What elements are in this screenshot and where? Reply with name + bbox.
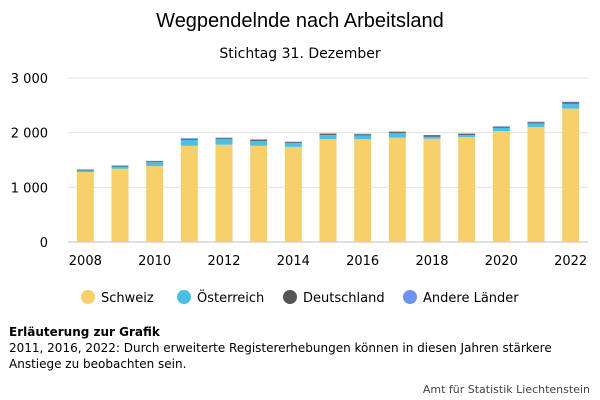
bar-segment[interactable] <box>562 108 580 242</box>
bar-segment[interactable] <box>146 166 164 242</box>
bar-segment[interactable] <box>354 135 372 140</box>
x-tick-label: 2018 <box>415 254 448 269</box>
bar-segment[interactable] <box>388 133 406 138</box>
bar-segment[interactable] <box>388 137 406 242</box>
bar-segment[interactable] <box>215 138 233 140</box>
bar-segment[interactable] <box>111 166 129 169</box>
bar-segment[interactable] <box>423 136 441 139</box>
bar-segment[interactable] <box>146 160 164 162</box>
bar-segment[interactable] <box>284 141 302 143</box>
bar-segment[interactable] <box>527 127 545 242</box>
legend-label: Österreich <box>197 289 264 306</box>
bar-segment[interactable] <box>527 123 545 128</box>
bars <box>76 101 580 242</box>
bar-segment[interactable] <box>250 139 268 140</box>
bar-segment[interactable] <box>458 134 476 138</box>
legend-marker <box>403 290 417 304</box>
legend-label: Deutschland <box>303 291 385 306</box>
legend-marker <box>283 290 297 304</box>
legend-label: Schweiz <box>101 291 154 306</box>
legend-item[interactable]: Schweiz <box>81 290 154 306</box>
x-tick-label: 2014 <box>277 254 310 269</box>
bar-segment[interactable] <box>180 138 198 140</box>
bar-segment[interactable] <box>492 127 510 132</box>
bar-segment[interactable] <box>492 126 510 128</box>
bar-segment[interactable] <box>111 165 129 167</box>
legend-marker <box>81 290 95 304</box>
bar-segment[interactable] <box>562 103 580 109</box>
bar-segment[interactable] <box>458 133 476 134</box>
bar-segment[interactable] <box>319 139 337 242</box>
bar-segment[interactable] <box>180 138 198 139</box>
x-tick-label: 2010 <box>138 254 171 269</box>
bar-segment[interactable] <box>388 132 406 134</box>
bar-segment[interactable] <box>215 139 233 145</box>
bar-segment[interactable] <box>423 135 441 137</box>
x-tick-label: 2016 <box>346 254 379 269</box>
bar-segment[interactable] <box>354 134 372 136</box>
bar-segment[interactable] <box>215 144 233 242</box>
bar-segment[interactable] <box>76 170 94 173</box>
chart-title: Wegpendelnde nach Arbeitsland <box>156 10 444 32</box>
legend-item[interactable]: Andere Länder <box>403 290 519 306</box>
bar-segment[interactable] <box>527 122 545 124</box>
bar-segment[interactable] <box>354 133 372 135</box>
bar-segment[interactable] <box>423 138 441 242</box>
bar-segment[interactable] <box>284 143 302 147</box>
bar-segment[interactable] <box>319 133 337 134</box>
y-tick-label: 0 <box>40 236 48 251</box>
bar-segment[interactable] <box>180 139 198 146</box>
y-tick-label: 2 000 <box>11 127 48 142</box>
chart: Wegpendelnde nach Arbeitsland Stichtag 3… <box>11 10 588 306</box>
bar-segment[interactable] <box>319 134 337 140</box>
y-axis: 0 1 000 2 000 3 000 <box>11 72 48 251</box>
bar-segment[interactable] <box>146 161 164 163</box>
bar-segment[interactable] <box>146 162 164 167</box>
note-text: 2011, 2016, 2022: Durch erweiterte Regis… <box>9 341 552 371</box>
bar-segment[interactable] <box>492 126 510 127</box>
bar-segment[interactable] <box>319 133 337 135</box>
note-title: Erläuterung zur Grafik <box>9 325 160 339</box>
legend: Schweiz Österreich Deutschland Andere Lände… <box>81 289 519 306</box>
bar-segment[interactable] <box>250 139 268 141</box>
bar-segment[interactable] <box>354 139 372 242</box>
x-axis: 2008 2010 2012 2014 2016 2018 2020 2022 <box>69 254 587 269</box>
source-credit: Amt für Statistik Liechtenstein <box>422 383 590 396</box>
chart-note: Erläuterung zur Grafik 2011, 2016, 2022:… <box>9 324 589 372</box>
bar-segment[interactable] <box>423 134 441 136</box>
bar-segment[interactable] <box>527 121 545 123</box>
bar-segment[interactable] <box>76 169 94 171</box>
x-tick-label: 2022 <box>554 254 587 269</box>
bar-segment[interactable] <box>492 131 510 242</box>
bar-segment[interactable] <box>215 137 233 139</box>
legend-item[interactable]: Deutschland <box>283 290 385 306</box>
legend-item[interactable]: Österreich <box>177 289 264 306</box>
bar-segment[interactable] <box>562 102 580 104</box>
bar-segment[interactable] <box>458 137 476 242</box>
bar-segment[interactable] <box>458 133 476 135</box>
bar-segment[interactable] <box>284 146 302 242</box>
y-tick-label: 1 000 <box>11 181 48 196</box>
bar-segment[interactable] <box>250 145 268 242</box>
x-tick-label: 2020 <box>485 254 518 269</box>
bar-segment[interactable] <box>388 131 406 133</box>
bar-segment[interactable] <box>76 172 94 242</box>
x-tick-label: 2012 <box>207 254 240 269</box>
x-tick-label: 2008 <box>69 254 102 269</box>
bar-segment[interactable] <box>250 140 268 146</box>
bar-segment[interactable] <box>562 101 580 103</box>
bar-segment[interactable] <box>180 145 198 242</box>
legend-label: Andere Länder <box>423 291 519 306</box>
y-tick-label: 3 000 <box>11 72 48 87</box>
chart-subtitle: Stichtag 31. Dezember <box>219 46 380 62</box>
bar-segment[interactable] <box>284 142 302 144</box>
legend-marker <box>177 290 191 304</box>
bar-segment[interactable] <box>111 168 129 242</box>
